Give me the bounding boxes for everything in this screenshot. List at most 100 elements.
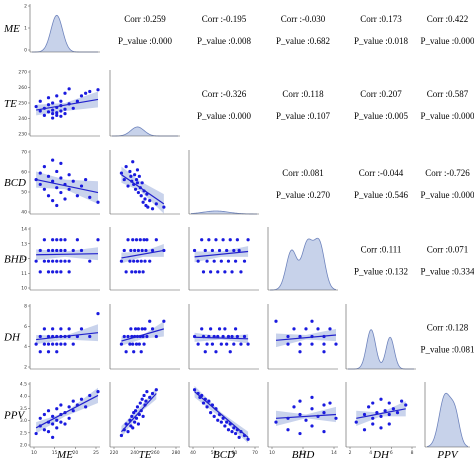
scatter-point bbox=[126, 334, 130, 339]
scatter-point bbox=[235, 334, 239, 339]
scatter-point bbox=[75, 99, 79, 103]
scatter-point bbox=[210, 248, 215, 253]
y-axis-label-PPV: PPV bbox=[3, 410, 25, 422]
scatter-point bbox=[310, 407, 314, 411]
scatter-point bbox=[67, 327, 71, 331]
scatter-point bbox=[135, 259, 140, 263]
scatter-point bbox=[298, 342, 302, 346]
scatter-point bbox=[274, 319, 278, 323]
scatter-point bbox=[124, 270, 128, 274]
regression-line bbox=[275, 334, 337, 341]
scatter-point bbox=[235, 238, 239, 242]
scatter-point bbox=[221, 334, 225, 339]
y-tick-label: 2.5 bbox=[20, 430, 27, 436]
scatter-point bbox=[142, 393, 146, 398]
x-tick-label: 70 bbox=[252, 450, 258, 456]
scatter-point bbox=[128, 342, 132, 346]
scatter-point bbox=[274, 420, 278, 424]
scatter-point bbox=[233, 327, 238, 331]
scatter-point bbox=[122, 248, 126, 253]
x-axis-label-PPV: PPV bbox=[436, 449, 458, 461]
y-axis-label-BHD: BHD bbox=[4, 254, 27, 266]
y-tick-label: 0 bbox=[24, 48, 27, 54]
scatter-point bbox=[304, 327, 308, 331]
cell-PPV-TE: 220 240 260 280 bbox=[109, 382, 180, 456]
scatter-point bbox=[130, 414, 134, 419]
scatter-point bbox=[55, 203, 59, 208]
regression-line bbox=[194, 336, 249, 340]
scatter-point bbox=[63, 238, 67, 242]
scatter-point bbox=[96, 312, 100, 316]
scatter-point bbox=[51, 108, 55, 112]
scatter-point bbox=[228, 350, 232, 354]
scatter-point bbox=[162, 319, 166, 323]
y-axis-label-TE: TE bbox=[4, 98, 17, 110]
variable-labels: ME ME TE TE BCD BCD BHD BHD DH DH PPV PPV bbox=[3, 23, 459, 461]
regression-line bbox=[356, 408, 406, 419]
scatter-point bbox=[59, 248, 63, 253]
scatter-point bbox=[79, 248, 84, 253]
correlation-stats: Corr :0.259 P_value :0.000 Corr :-0.195 P_v… bbox=[118, 14, 474, 355]
scatter-point bbox=[55, 111, 59, 115]
scatter-point bbox=[141, 334, 145, 339]
scatter-point bbox=[119, 171, 124, 175]
scatter-point bbox=[42, 187, 46, 191]
x-tick-label: 2 bbox=[349, 450, 352, 456]
scatter-point bbox=[223, 270, 227, 274]
scatter-point bbox=[133, 187, 138, 191]
stat-BHD-PPV: Corr :0.071 P_value :0.334 bbox=[421, 245, 474, 277]
scatter-point bbox=[135, 405, 140, 409]
y-tick-label: 14 bbox=[21, 227, 27, 233]
scatter-point bbox=[148, 199, 152, 203]
scatter-point bbox=[51, 116, 55, 120]
scatter-point bbox=[88, 89, 92, 94]
scatter-point bbox=[96, 238, 100, 242]
scatter-point bbox=[230, 430, 234, 434]
scatter-point bbox=[46, 103, 51, 107]
y-tick-label: 50 bbox=[21, 190, 27, 196]
y-tick-label: 2 bbox=[24, 4, 27, 10]
scatter-point bbox=[38, 416, 42, 420]
scatter-point bbox=[232, 426, 236, 430]
scatter-point bbox=[71, 409, 75, 413]
x-tick-label: 10 bbox=[269, 450, 275, 456]
scatter-point bbox=[88, 259, 92, 263]
scatter-point bbox=[242, 259, 247, 263]
scatter-point bbox=[142, 342, 146, 346]
pvalue-text: P_value :0.081 bbox=[421, 345, 474, 355]
scatter-point bbox=[119, 259, 124, 263]
scatter-point bbox=[209, 270, 213, 274]
scatter-point bbox=[51, 342, 55, 346]
scatter-point bbox=[55, 418, 59, 422]
corr-text: Corr :0.587 bbox=[427, 89, 469, 99]
scatter-point bbox=[55, 169, 59, 174]
scatter-point bbox=[192, 248, 197, 253]
corr-text: Corr :-0.044 bbox=[359, 168, 404, 178]
scatter-point bbox=[226, 428, 231, 432]
scatter-point bbox=[63, 107, 67, 111]
scatter-point bbox=[310, 424, 314, 428]
kde-fill-ME bbox=[32, 15, 98, 52]
scatter-point bbox=[221, 238, 225, 242]
scatter-point bbox=[51, 101, 55, 105]
scatter-point bbox=[133, 327, 138, 331]
scatter-point bbox=[391, 407, 395, 411]
regression-line bbox=[36, 178, 99, 194]
corr-text: Corr :0.071 bbox=[427, 245, 469, 255]
scatter-point bbox=[131, 426, 135, 430]
scatter-point bbox=[286, 334, 290, 339]
stat-DH-PPV: Corr :0.128 P_value :0.081 bbox=[421, 323, 474, 355]
scatter-point bbox=[310, 319, 314, 323]
scatter-point bbox=[141, 414, 145, 419]
scatter-point bbox=[59, 114, 63, 118]
stat-BHD-DH: Corr :0.111 P_value :0.132 bbox=[354, 245, 408, 277]
y-tick-label: 3.5 bbox=[20, 406, 27, 412]
cell-BCD-BCD bbox=[188, 150, 259, 215]
scatter-point bbox=[203, 248, 207, 253]
scatter-point bbox=[38, 182, 42, 187]
scatter-point bbox=[237, 248, 241, 253]
scatter-point bbox=[219, 420, 223, 424]
x-tick-label: 15 bbox=[52, 450, 58, 456]
pvalue-text: P_value :0.008 bbox=[197, 36, 251, 46]
scatter-point bbox=[131, 238, 135, 242]
